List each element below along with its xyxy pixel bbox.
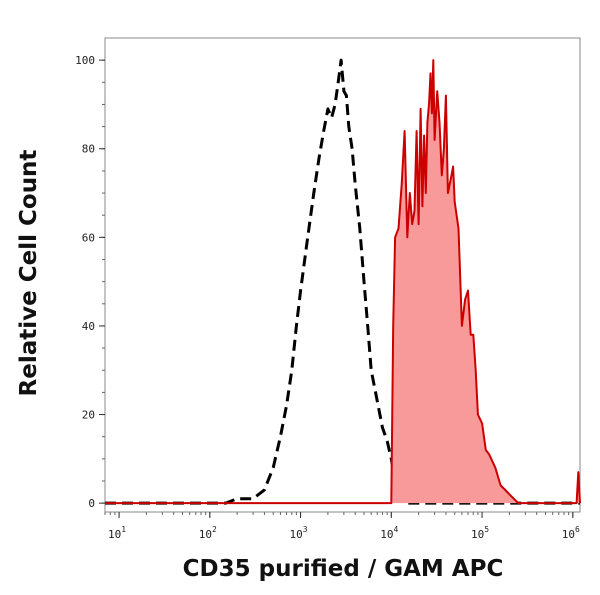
y-tick-label: 0 — [88, 497, 95, 510]
series-1-area — [105, 60, 580, 504]
y-tick-label: 100 — [75, 54, 95, 67]
y-tick-label: 40 — [82, 320, 95, 333]
y-tick-label: 80 — [82, 143, 95, 156]
x-axis-ticks: 101 102 103 104 105 106 — [108, 512, 580, 541]
y-axis-title: Relative Cell Count — [16, 150, 42, 397]
x-tick-label: 102 — [199, 525, 217, 541]
y-axis-ticks: 0 20 40 60 80 100 — [75, 54, 105, 510]
x-tick-label: 104 — [380, 525, 398, 541]
y-tick-label: 60 — [82, 231, 95, 244]
series-0-line — [105, 58, 580, 505]
x-tick-label: 103 — [290, 525, 308, 541]
x-axis-title: CD35 purified / GAM APC — [183, 556, 504, 582]
x-tick-label: 101 — [108, 525, 126, 541]
y-tick-label: 20 — [82, 409, 95, 422]
series-layer — [105, 58, 581, 505]
x-tick-label: 106 — [562, 525, 580, 541]
plot-frame — [104, 37, 581, 513]
y-axis-minor-ticks — [102, 59, 105, 504]
series-1-line — [105, 59, 581, 505]
x-tick-label: 105 — [471, 525, 489, 541]
x-axis-minor-ticks — [104, 512, 574, 517]
